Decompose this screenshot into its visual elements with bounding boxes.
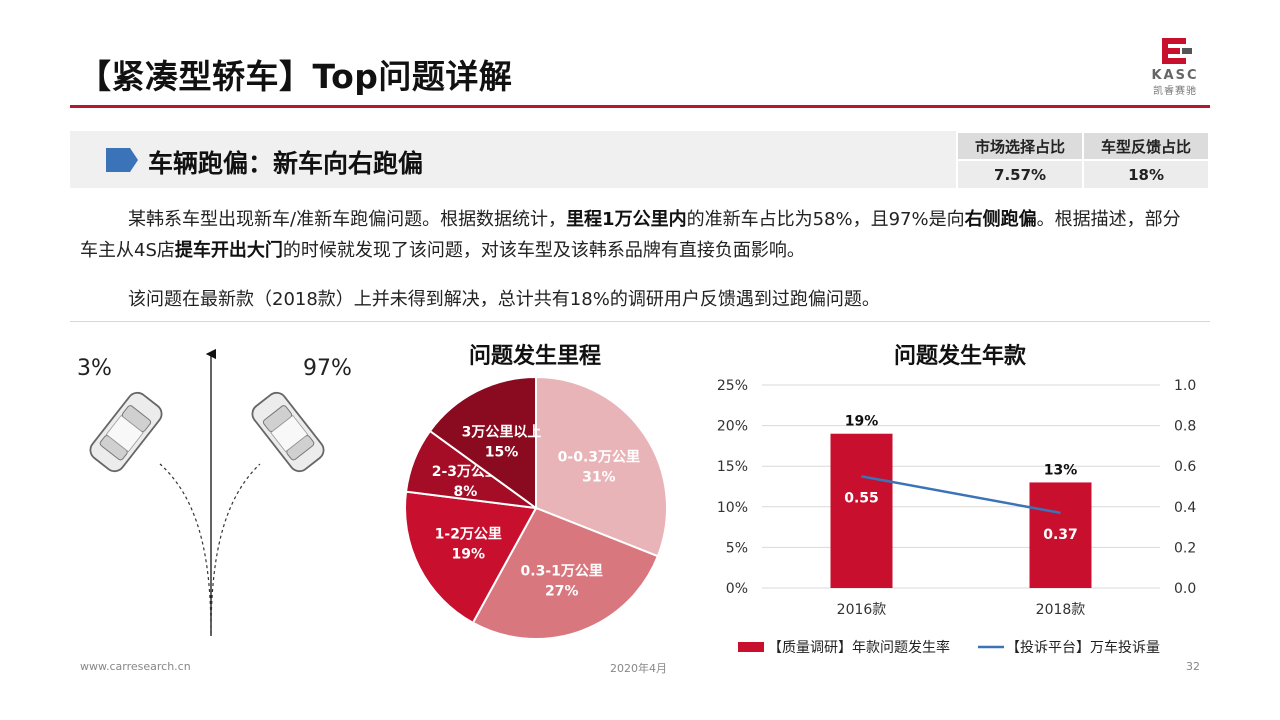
- paragraph-main: 某韩系车型出现新车/准新车跑偏问题。根据数据统计，里程1万公里内的准新车占比为5…: [80, 204, 1190, 266]
- right-axis-tick: 0.4: [1174, 500, 1196, 516]
- line-value-label: 0.37: [1043, 527, 1078, 543]
- table-value-market: 7.57%: [955, 159, 1085, 190]
- right-axis-tick: 0.0: [1174, 581, 1196, 597]
- logo-subtext: 凯睿赛驰: [1153, 86, 1197, 97]
- right-axis-tick: 0.8: [1174, 419, 1196, 435]
- paragraph-text: 的时候就发现了该问题，对该车型及该韩系品牌有直接负面影响。: [282, 240, 805, 261]
- pie-slice-label: 0-0.3万公里: [558, 449, 640, 465]
- pie-slice-value: 8%: [453, 484, 477, 500]
- paragraph-text: 该问题在最新款（2018款）上并未得到解决，总计共有18%的调研用户反馈遇到过跑…: [128, 289, 880, 310]
- left-axis-tick: 10%: [717, 500, 748, 516]
- paragraph-text: 某韩系车型出现新车/准新车跑偏问题。根据数据统计，: [128, 209, 567, 230]
- right-axis-tick: 0.6: [1174, 459, 1196, 475]
- footer-url: www.carresearch.cn: [80, 660, 191, 673]
- right-axis-tick: 1.0: [1174, 378, 1196, 394]
- logo-mark-icon: [1162, 38, 1192, 64]
- logo-text: KASC: [1151, 68, 1199, 83]
- bar-value-label: 13%: [1044, 462, 1078, 478]
- table-header-market: 市场选择占比: [955, 131, 1085, 161]
- left-axis-tick: 25%: [717, 378, 748, 394]
- left-axis-tick: 0%: [726, 581, 748, 597]
- section-bar: [70, 131, 956, 188]
- category-label: 2018款: [1036, 602, 1086, 618]
- model-year-combo-chart: 0% 5% 10% 15% 20% 25% 0.0 0.2 0.4 0.6 0.8 1.0 19% 201…: [717, 378, 1196, 656]
- mileage-pie-chart: 0-0.3万公里31%0.3-1万公里27%1-2万公里19%2-3万公里8%3…: [404, 375, 668, 640]
- pie-slice-label: 0.3-1万公里: [521, 563, 603, 579]
- emphasis-text: 里程1万公里内: [566, 209, 687, 230]
- right-path-line: [210, 463, 261, 635]
- pie-slice-value: 15%: [485, 444, 519, 460]
- bar-value-label: 19%: [845, 414, 879, 430]
- table-header-feedback: 车型反馈占比: [1082, 131, 1210, 161]
- table-value-feedback: 18%: [1082, 159, 1210, 190]
- footer-date: 2020年4月: [610, 662, 667, 675]
- complaint-line: [861, 475, 1061, 515]
- left-path-line: [159, 463, 212, 635]
- ratio-table: 市场选择占比 车型反馈占比 7.57% 18%: [955, 131, 1210, 190]
- paragraph-text: 。根据描述，部分车主从4S店: [80, 209, 1181, 261]
- pie-slice-value: 31%: [582, 469, 616, 485]
- pie-slice-value: 27%: [545, 583, 579, 599]
- left-axis-tick: 20%: [717, 419, 748, 435]
- paragraph-secondary: 该问题在最新款（2018款）上并未得到解决，总计共有18%的调研用户反馈遇到过跑…: [80, 284, 1190, 315]
- left-axis-tick: 5%: [726, 540, 748, 556]
- right-axis-tick: 0.2: [1174, 540, 1196, 556]
- bar: [1029, 482, 1092, 588]
- left-axis-tick: 15%: [717, 459, 748, 475]
- pie-slice: [404, 490, 538, 625]
- content-divider: [70, 321, 1210, 322]
- page-title: 【紧凑型轿车】Top问题详解: [78, 57, 513, 96]
- category-label: 2016款: [837, 602, 887, 618]
- emphasis-text: 右侧跑偏: [964, 209, 1037, 230]
- left-car-icon: [89, 391, 163, 473]
- pie-slice-label: 1-2万公里: [435, 526, 502, 542]
- bar-chart-title: 问题发生年款: [893, 344, 1026, 369]
- section-title: 车辆跑偏：新车向右跑偏: [148, 149, 424, 178]
- pie-slice: [428, 375, 537, 510]
- line-value-label: 0.55: [844, 490, 879, 506]
- pie-slice-label: 3万公里以上: [462, 424, 542, 440]
- paragraph-text: 的准新车占比为58%，且97%是向: [686, 209, 965, 230]
- left-percentage: 3%: [77, 356, 112, 381]
- legend-bar-label: 【质量调研】年款问题发生率: [768, 639, 950, 656]
- kasc-logo: KASC 凯睿赛驰: [1138, 36, 1212, 97]
- pie-slice: [535, 375, 668, 558]
- pie-slice-value: 19%: [452, 546, 486, 562]
- title-divider: [70, 105, 1210, 108]
- right-car-icon: [251, 391, 325, 473]
- bar: [830, 433, 893, 588]
- emphasis-text: 提车开出大门: [174, 240, 283, 261]
- right-percentage: 97%: [303, 356, 352, 381]
- legend-line-label: 【投诉平台】万车投诉量: [1006, 639, 1160, 656]
- legend-bar-swatch: [738, 642, 764, 652]
- car-drift-illustration: [89, 348, 325, 636]
- page-number: 32: [1186, 660, 1200, 673]
- pie-chart-title: 问题发生里程: [468, 344, 601, 369]
